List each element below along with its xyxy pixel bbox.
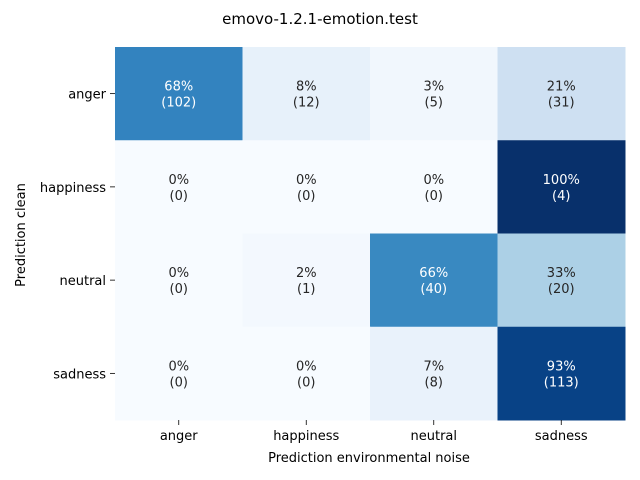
cell-percent-label: 7% [423,359,444,374]
cell-count-label: (5) [425,96,443,111]
cell-count-label: (102) [161,96,196,111]
x-axis-label: Prediction environmental noise [268,451,470,466]
cell-count-label: (8) [425,375,443,390]
cell-percent-label: 0% [168,266,189,281]
heatmap-cell-rect [115,326,243,421]
heatmap-cell-rect [242,326,371,421]
cell-percent-label: 0% [423,173,444,188]
heatmap-cell-rect [242,47,371,141]
heatmap-cell-rect [497,326,626,421]
heatmap-cell-rect [370,47,498,141]
cell-count-label: (0) [297,375,315,390]
heatmap-cells: 68%(102)8%(12)3%(5)21%(31)0%(0)0%(0)0%(0… [115,47,626,421]
heatmap-cell-rect [497,47,626,141]
y-tick-label-sadness: sadness [53,367,106,382]
heatmap-cell-rect [497,233,626,328]
cell-count-label: (0) [297,189,315,204]
cell-count-label: (31) [548,96,575,111]
heatmap-cell-rect [370,140,498,234]
heatmap-cell-anger-sadness: 21%(31) [497,47,626,141]
heatmap-cell-rect [115,140,243,234]
heatmap-cell-rect [115,233,243,328]
cell-count-label: (1) [297,282,315,297]
heatmap-cell-neutral-sadness: 33%(20) [497,233,626,328]
cell-percent-label: 8% [296,80,317,95]
cell-percent-label: 0% [296,173,317,188]
y-tick-label-happiness: happiness [40,181,106,196]
heatmap-cell-happiness-happiness: 0%(0) [242,140,371,234]
heatmap-cell-happiness-sadness: 100%(4) [497,140,626,234]
heatmap-cell-rect [115,47,243,141]
heatmap-cell-rect [242,233,371,328]
x-tick-label-happiness: happiness [273,429,339,444]
cell-count-label: (0) [170,375,188,390]
heatmap-cell-sadness-neutral: 7%(8) [370,326,498,421]
cell-percent-label: 0% [168,173,189,188]
heatmap-cell-anger-neutral: 3%(5) [370,47,498,141]
cell-percent-label: 93% [547,359,576,374]
cell-percent-label: 100% [543,173,580,188]
heatmap-cell-rect [242,140,371,234]
cell-percent-label: 66% [419,266,448,281]
cell-count-label: (0) [170,189,188,204]
cell-percent-label: 2% [296,266,317,281]
heatmap-cell-anger-happiness: 8%(12) [242,47,371,141]
cell-count-label: (4) [552,189,570,204]
y-axis-label: Prediction clean [14,183,29,287]
x-tick-label-anger: anger [160,429,198,444]
cell-count-label: (40) [420,282,447,297]
heatmap-cell-anger-anger: 68%(102) [115,47,243,141]
heatmap-cell-sadness-anger: 0%(0) [115,326,243,421]
x-axis-ticks: anger happiness neutral sadness [160,420,588,444]
x-tick-label-neutral: neutral [411,429,458,444]
cell-count-label: (12) [293,96,320,111]
cell-percent-label: 21% [547,80,576,95]
cell-percent-label: 0% [296,359,317,374]
cell-count-label: (0) [170,282,188,297]
heatmap-cell-neutral-happiness: 2%(1) [242,233,371,328]
cell-count-label: (20) [548,282,575,297]
cell-percent-label: 0% [168,359,189,374]
chart-title: emovo-1.2.1-emotion.test [222,10,418,28]
heatmap-cell-sadness-happiness: 0%(0) [242,326,371,421]
y-tick-label-neutral: neutral [60,274,107,289]
heatmap-cell-happiness-neutral: 0%(0) [370,140,498,234]
cell-count-label: (0) [425,189,443,204]
cell-percent-label: 68% [164,80,193,95]
cell-percent-label: 33% [547,266,576,281]
heatmap-cell-rect [370,326,498,421]
y-tick-label-anger: anger [68,88,106,103]
cell-count-label: (113) [544,375,579,390]
heatmap-cell-neutral-anger: 0%(0) [115,233,243,328]
heatmap-cell-sadness-sadness: 93%(113) [497,326,626,421]
heatmap-cell-neutral-neutral: 66%(40) [370,233,498,328]
heatmap-cell-rect [497,140,626,234]
x-tick-label-sadness: sadness [535,429,588,444]
heatmap-cell-rect [370,233,498,328]
cell-percent-label: 3% [423,80,444,95]
y-axis-ticks: anger happiness neutral sadness [40,88,115,382]
heatmap-cell-happiness-anger: 0%(0) [115,140,243,234]
